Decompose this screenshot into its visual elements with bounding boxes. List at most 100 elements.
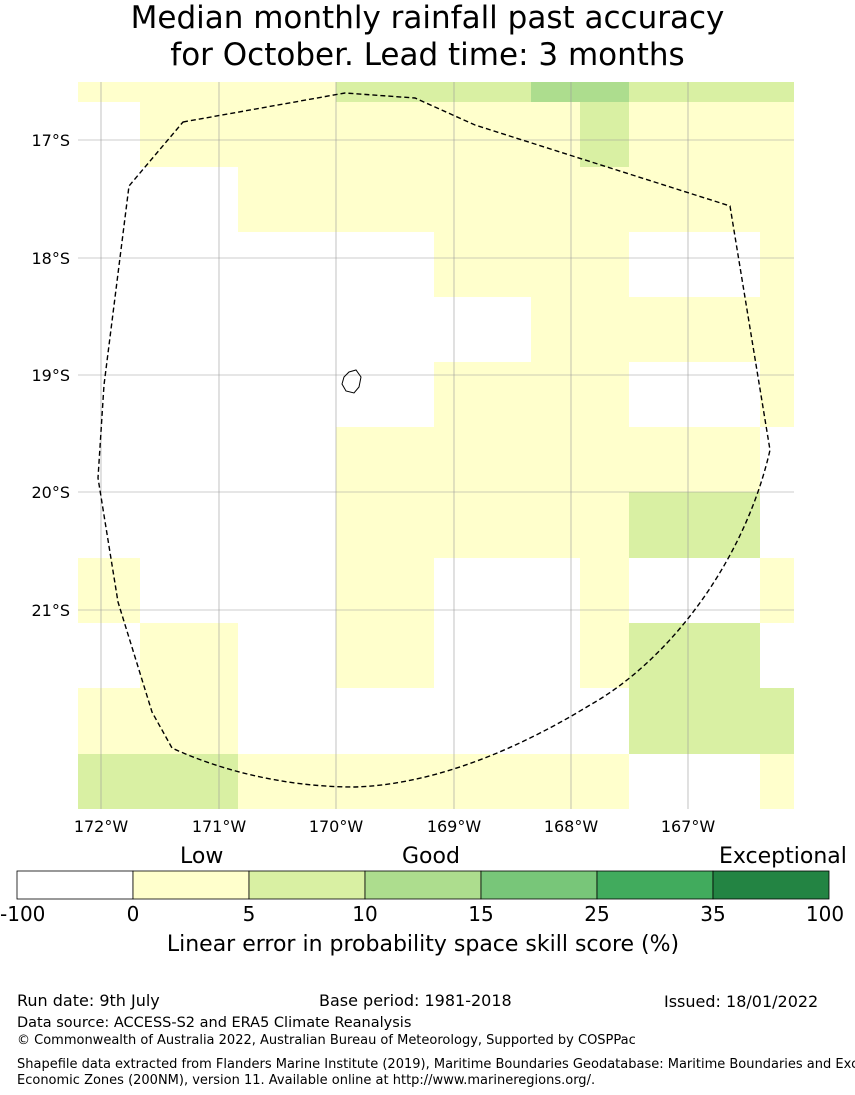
- grid-cell: [531, 754, 580, 809]
- grid-cell: [727, 82, 760, 102]
- colorbar-axis-label: Linear error in probability space skill …: [166, 932, 680, 957]
- grid-cell: [580, 167, 629, 232]
- grid-cell: [580, 362, 629, 427]
- grid-cell: [531, 297, 580, 362]
- grid-cell: [434, 167, 531, 232]
- grid-cell: [531, 492, 580, 558]
- grid-cell: [434, 82, 531, 102]
- grid-cell: [434, 427, 531, 492]
- latitude-label: 21°S: [31, 601, 70, 620]
- grid-cell: [336, 623, 434, 688]
- latitude-labels: 17°S 18°S 19°S 20°S 21°S: [31, 131, 70, 620]
- grid-cell: [580, 427, 629, 492]
- colorbar-tick-label: 15: [468, 902, 494, 926]
- eez-boundary: [97, 92, 771, 788]
- grid-cell: [78, 558, 140, 623]
- island-outline: [341, 369, 362, 394]
- title-line-2: for October. Lead time: 3 months: [170, 37, 685, 73]
- base-period: Base period: 1981-2018: [319, 991, 512, 1010]
- grid-cell: [727, 297, 760, 362]
- grid-cell: [760, 232, 794, 297]
- grid-cell: [189, 82, 238, 102]
- grid-cell: [629, 492, 727, 558]
- issued-date: Issued: 18/01/2022: [664, 992, 819, 1011]
- grid-cell: [580, 492, 629, 558]
- grid-cell: [760, 688, 794, 754]
- grid-cell: [238, 82, 336, 102]
- colorbar-tick-label: 25: [584, 902, 610, 926]
- grid-cell: [336, 754, 434, 809]
- grid-cell: [434, 754, 531, 809]
- longitude-labels: 172°W 171°W 170°W 169°W 168°W 167°W: [74, 817, 716, 836]
- longitude-label: 167°W: [661, 817, 716, 836]
- skill-grid: [78, 82, 794, 809]
- colorbar-tick-label: 100: [805, 902, 845, 926]
- longitude-label: 171°W: [192, 817, 247, 836]
- grid-cell: [727, 623, 760, 688]
- grid-cell: [629, 297, 727, 362]
- grid-cell: [140, 623, 189, 688]
- colorbar-segment: [132, 870, 250, 900]
- grid-cell: [629, 82, 727, 102]
- grid-cell: [336, 492, 434, 558]
- run-date: Run date: 9th July: [17, 991, 160, 1010]
- grid-cell: [336, 558, 434, 623]
- grid-cell: [531, 102, 580, 167]
- grid-cell: [531, 232, 580, 297]
- title-line-1: Median monthly rainfall past accuracy: [130, 0, 725, 36]
- grid-cell: [336, 427, 434, 492]
- colorbar-label-exceptional: Exceptional: [719, 844, 847, 869]
- grid-cell: [336, 102, 434, 167]
- grid-cell: [336, 82, 434, 102]
- grid-cell: [760, 82, 794, 102]
- grid-cell: [580, 558, 629, 623]
- colorbar-tick-label: -100: [0, 902, 46, 926]
- grid-cell: [531, 427, 580, 492]
- grid-cell: [760, 362, 794, 427]
- colorbar-label-good: Good: [402, 844, 460, 869]
- graticule: [78, 82, 794, 809]
- grid-cell: [629, 688, 727, 754]
- grid-cell: [760, 297, 794, 362]
- grid-cell: [760, 754, 794, 809]
- grid-cell: [434, 102, 531, 167]
- grid-cell: [760, 167, 794, 232]
- grid-cell: [629, 623, 727, 688]
- colorbar-segment: [596, 870, 714, 900]
- colorbar-tick-label: 5: [242, 902, 256, 926]
- grid-cell: [531, 82, 580, 102]
- grid-cell: [140, 102, 189, 167]
- grid-cell: [580, 232, 629, 297]
- colorbar-tick-label: 0: [126, 902, 140, 926]
- grid-cell: [760, 102, 794, 167]
- grid-cell: [78, 82, 140, 102]
- grid-cell: [580, 754, 629, 809]
- colorbar-segment: [480, 870, 598, 900]
- latitude-label: 17°S: [31, 131, 70, 150]
- shapefile-credit-line-1: Shapefile data extracted from Flanders M…: [17, 1057, 855, 1072]
- grid-cell: [580, 102, 629, 167]
- grid-cell: [727, 492, 760, 558]
- longitude-label: 169°W: [427, 817, 482, 836]
- grid-cell: [727, 102, 760, 167]
- grid-cell: [189, 688, 238, 754]
- longitude-label: 172°W: [74, 817, 129, 836]
- grid-cell: [580, 82, 629, 102]
- colorbar-segment: [16, 870, 134, 900]
- grid-cell: [336, 167, 434, 232]
- grid-cell: [531, 167, 580, 232]
- colorbar-segment: [712, 870, 830, 900]
- grid-cell: [629, 102, 727, 167]
- colorbar-segment: [248, 870, 366, 900]
- grid-cell: [629, 167, 727, 232]
- grid-cell: [78, 754, 140, 809]
- grid-cell: [434, 492, 531, 558]
- colorbar-tick-label: 35: [700, 902, 726, 926]
- grid-cell: [189, 623, 238, 688]
- grid-cell: [727, 167, 760, 232]
- grid-cell: [580, 297, 629, 362]
- colorbar-tick-label: 10: [352, 902, 378, 926]
- grid-cell: [580, 623, 629, 688]
- skill-map: 17°S 18°S 19°S 20°S 21°S 172°W 171°W 170°W 169°…: [31, 82, 794, 836]
- grid-cell: [140, 754, 189, 809]
